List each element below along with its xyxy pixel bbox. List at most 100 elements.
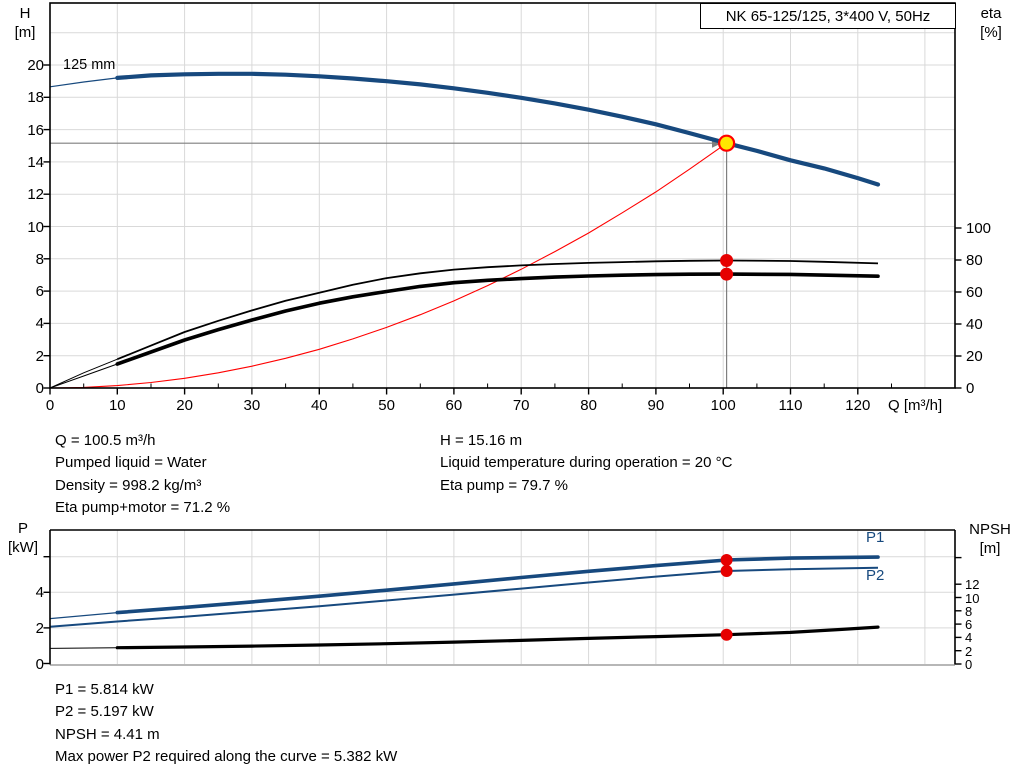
p-tick-label: 0 <box>35 655 44 673</box>
h-tick-label: 2 <box>35 347 44 365</box>
bottom-chart-p-axis-ticks <box>43 556 50 665</box>
liquid-temperature-text: Liquid temperature during operation = 20… <box>440 454 733 472</box>
top-chart-eta-axis-ticks <box>955 227 962 389</box>
npsh-value-text: NPSH = 4.41 m <box>55 725 160 743</box>
q-tick-label: 10 <box>108 397 126 414</box>
pump-title-box: NK 65-125/125, 3*400 V, 50Hz <box>700 3 956 29</box>
h-axis-title-symbol: H <box>19 5 31 22</box>
p-axis-title-unit: [kW] <box>8 539 38 556</box>
p2-curve-label: P2 <box>866 567 885 584</box>
q-tick-label: 60 <box>445 397 463 414</box>
npsh-axis-title-unit: [m] <box>979 540 1001 557</box>
p2-duty-dot <box>720 565 733 577</box>
npsh-tick-label: 2 <box>965 643 973 659</box>
h-tick-label: 4 <box>35 315 44 333</box>
p-tick-label: 4 <box>35 584 44 602</box>
eta-tick-label: 80 <box>966 252 983 269</box>
npsh-tick-label: 10 <box>965 590 980 606</box>
q-tick-label: 80 <box>580 397 597 414</box>
q-tick-label: 90 <box>647 397 665 414</box>
h-tick-label: 8 <box>35 250 44 268</box>
npsh-tick-label: 4 <box>965 630 973 646</box>
npsh-curve <box>115 625 880 650</box>
h-tick-label: 6 <box>35 283 44 301</box>
h-axis-title-unit: [m] <box>14 24 36 41</box>
h-q-curve-thin-start <box>49 77 118 88</box>
npsh-axis-title-symbol: NPSH <box>969 521 1011 538</box>
eta-pump-motor-duty-dot <box>720 267 734 281</box>
eta-tick-label: 40 <box>966 316 983 333</box>
eta-pump-motor-curve-thin-start <box>49 363 118 389</box>
eta-tick-label: 60 <box>966 284 983 301</box>
p-axis-title: P [kW] <box>2 519 44 557</box>
p1-curve-thin-start <box>49 612 118 620</box>
h-tick-label: 14 <box>27 153 44 171</box>
top-chart-frame <box>49 2 956 389</box>
eta-axis-title-symbol: eta <box>980 5 1002 22</box>
p2-curve <box>49 566 879 628</box>
h-axis-title: H [m] <box>6 4 44 42</box>
top-chart-vertical-gridlines <box>116 3 926 388</box>
impeller-diameter-label: 125 mm <box>63 57 116 73</box>
h-tick-label: 10 <box>27 218 44 236</box>
top-chart-x-axis-minor-ticks <box>83 383 892 388</box>
q-tick-label: 70 <box>512 397 530 414</box>
p1-duty-dot <box>720 554 733 566</box>
eta-pump-curve-thin-start <box>49 358 118 389</box>
results-text-block: P1 = 5.814 kW P2 = 5.197 kW NPSH = 4.41 … <box>55 679 397 769</box>
q-value-text: Q = 100.5 m³/h <box>55 432 156 449</box>
npsh-axis-title: NPSH [m] <box>960 520 1020 558</box>
h-q-curve <box>115 71 881 187</box>
npsh-tick-label: 12 <box>965 577 980 592</box>
h-tick-label: 12 <box>27 186 44 204</box>
q-tick-label: 110 <box>778 397 803 414</box>
q-tick-label: 20 <box>176 397 193 414</box>
bottom-chart-npsh-axis-ticks <box>955 556 962 665</box>
eta-pump-text: Eta pump = 79.7 % <box>440 476 568 494</box>
duty-point-marker[interactable] <box>717 134 736 152</box>
h-tick-label: 0 <box>35 380 44 397</box>
h-tick-label: 20 <box>27 57 44 74</box>
p1-value-text: P1 = 5.814 kW <box>55 681 154 698</box>
top-chart-horizontal-gridlines <box>50 32 955 357</box>
npsh-tick-label: 6 <box>965 617 973 633</box>
q-tick-label: 120 <box>845 397 871 414</box>
q-tick-label: 100 <box>710 397 736 414</box>
p1-curve-label: P1 <box>866 529 885 546</box>
q-tick-label: 30 <box>243 397 261 414</box>
q-tick-label: 40 <box>310 397 328 414</box>
p1-curve <box>115 555 880 615</box>
h-tick-label: 18 <box>27 89 44 107</box>
q-tick-label: 50 <box>378 397 395 414</box>
npsh-tick-label: 8 <box>965 603 973 619</box>
bottom-chart-frame <box>49 529 956 666</box>
eta-tick-label: 100 <box>966 220 992 237</box>
top-chart-x-axis-major-ticks <box>49 388 859 395</box>
eta-tick-label: 0 <box>966 380 975 397</box>
pumped-liquid-text: Pumped liquid = Water <box>55 454 207 472</box>
p-axis-title-symbol: P <box>17 520 28 537</box>
h-value-text: H = 15.16 m <box>440 432 523 449</box>
q-axis-unit-label: Q [m³/h] <box>888 397 943 414</box>
max-power-p2-text: Max power P2 required along the curve = … <box>55 748 398 766</box>
p-tick-label: 2 <box>35 619 44 637</box>
h-tick-label: 16 <box>27 121 44 139</box>
npsh-tick-label: 0 <box>965 657 973 672</box>
npsh-duty-dot <box>720 628 733 641</box>
operating-point-text-right: H = 15.16 m Liquid temperature during op… <box>440 430 732 497</box>
eta-pump-motor-curve <box>115 272 880 366</box>
eta-axis-title-unit: [%] <box>980 24 1002 41</box>
bottom-chart-vertical-gridlines <box>116 530 926 664</box>
eta-pump-duty-dot <box>720 254 734 267</box>
eta-tick-label: 20 <box>966 348 983 365</box>
operating-point-text-left: Q = 100.5 m³/h Pumped liquid = Water Den… <box>55 430 230 520</box>
density-text: Density = 998.2 kg/m³ <box>55 476 202 494</box>
eta-axis-title: eta [%] <box>968 4 1014 42</box>
q-tick-label: 0 <box>45 397 55 414</box>
p2-value-text: P2 = 5.197 kW <box>55 703 154 721</box>
top-chart-h-axis-ticks <box>43 64 50 389</box>
system-curve <box>49 142 727 389</box>
eta-pump-motor-text: Eta pump+motor = 71.2 % <box>55 499 231 517</box>
